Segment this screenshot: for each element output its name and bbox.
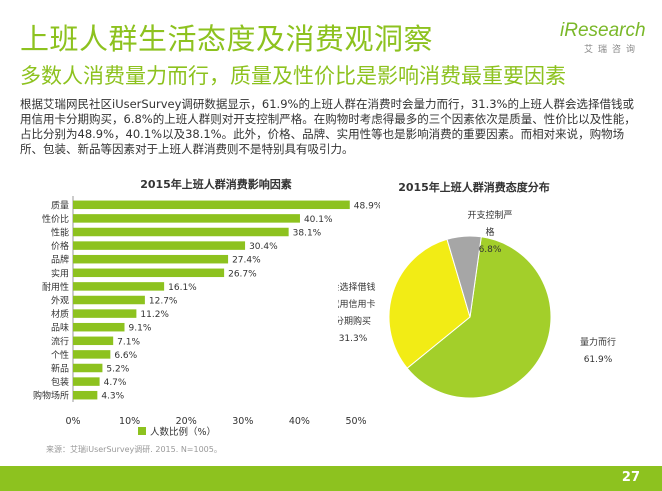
x-tick-label: 50% [345,416,366,427]
pie-slice-label: 会选择借钱 [338,281,376,293]
bar-category-label: 个性 [51,349,69,361]
bar-value-label: 27.4% [232,256,261,266]
pie-value-label: 61.9% [584,355,613,365]
bar [73,295,145,305]
bar-value-label: 7.1% [117,337,140,347]
bar [73,214,300,223]
x-tick-label: 0% [65,416,80,427]
x-tick-label: 40% [289,416,310,427]
bar-value-label: 16.1% [168,283,197,293]
bar-chart-title: 2015年上班人群消费影响因素 [140,177,292,191]
bar [73,309,137,318]
bar-category-label: 包装 [51,376,69,388]
bar-value-label: 11.2% [140,310,169,320]
bar-value-label: 4.7% [104,378,127,388]
logo-text: iResearch [560,20,646,41]
bar-category-label: 品味 [51,322,69,334]
bar-value-label: 9.1% [129,324,152,334]
pie-value-label: 31.3% [339,334,368,344]
legend-swatch [138,427,146,435]
bar-category-label: 品牌 [51,254,69,266]
bar [73,322,125,332]
summary-text: 根据艾瑞网民社区iUserSurvey调研数据显示，61.9%的上班人群在消费时… [20,97,636,156]
x-tick-label: 20% [176,416,197,427]
summary-paragraph: 根据艾瑞网民社区iUserSurvey调研数据显示，61.9%的上班人群在消费时… [20,97,638,157]
page-subtitle: 多数人消费量力而行，质量及性价比是影响消费最重要因素 [20,64,566,88]
pie-slice-label: 格 [485,226,494,238]
pie-slice-label: 或用信用卡 [338,298,376,310]
bar [73,390,98,400]
page-title: 上班人群生活态度及消费观洞察 [20,22,434,56]
pie-slice-label: 开支控制严 [467,209,512,221]
bar [73,350,111,359]
bar-value-label: 48.9% [354,201,380,211]
pie-slice [388,238,471,369]
bar-category-label: 耐用性 [42,281,69,293]
x-tick-label: 30% [232,416,253,427]
bar-value-label: 40.1% [304,215,333,225]
bar-category-label: 价格 [51,240,69,252]
pie-slice [446,235,482,318]
bar [73,268,225,278]
source-note: 来源：艾瑞iUserSurvey调研. 2015. N=1005。 [46,445,222,454]
page-number: 27 [621,470,640,485]
bar [73,227,289,237]
bar-value-label: 30.4% [249,242,278,252]
bar-value-label: 6.6% [114,351,137,361]
footer-bar: 27 [0,466,662,491]
pie-chart-title: 2015年上班人群消费态度分布 [398,180,550,194]
bar-category-label: 实用 [51,267,69,279]
bar-category-label: 外观 [51,295,69,307]
pie-slice-label: 分期购买 [338,315,371,327]
bar [73,254,229,264]
bar-value-label: 12.7% [149,297,178,307]
pie-value-label: 6.8% [479,245,502,255]
bar [73,336,114,346]
bar [73,200,350,210]
bar [73,282,165,291]
iresearch-logo: iResearch 艾瑞咨询 [560,20,646,56]
bar-category-label: 性能 [51,227,69,239]
bar-category-label: 流行 [51,335,69,347]
bar-category-label: 性价比 [42,213,69,225]
pie-slice-label: 量力而行 [580,336,616,348]
bar [73,241,246,250]
bar [73,377,100,386]
bar-value-label: 38.1% [293,229,322,239]
bar-value-label: 26.7% [228,269,257,279]
bar-value-label: 5.2% [106,365,129,375]
bar-value-label: 4.3% [101,392,124,402]
pie-slice [406,236,552,399]
bar [73,363,103,373]
bar-category-label: 材质 [51,308,69,320]
logo-subtext: 艾瑞咨询 [584,45,641,55]
bar-category-label: 质量 [51,199,69,211]
x-tick-label: 10% [119,416,140,427]
bar-category-label: 购物场所 [33,390,69,402]
legend-label: 人数比例（%） [150,426,216,438]
bar-category-label: 新品 [51,363,69,375]
